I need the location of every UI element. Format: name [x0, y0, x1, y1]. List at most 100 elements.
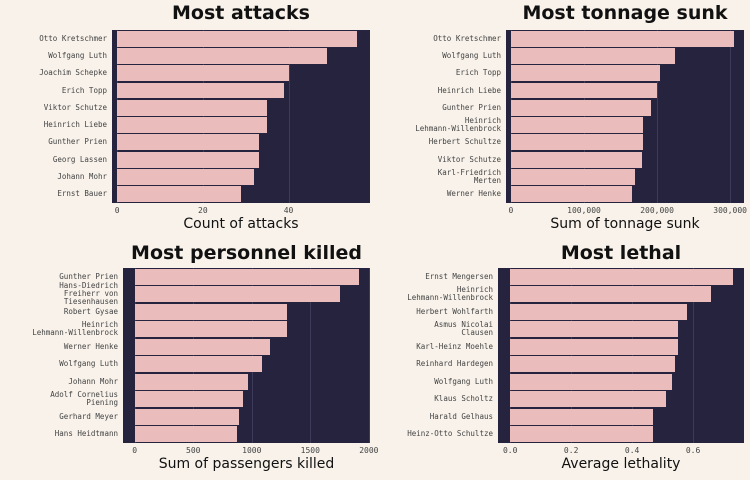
bar	[134, 408, 239, 425]
category-label: Gunther Prien	[48, 137, 107, 147]
grid-line	[584, 30, 586, 203]
x-tick-label: 0	[508, 206, 514, 215]
category-label: Joachim Schepke	[39, 68, 107, 78]
bar	[117, 134, 259, 151]
category-label: Wolfgang Luth	[59, 359, 118, 369]
x-tick-label: 0	[114, 206, 120, 215]
grid-line	[632, 268, 634, 443]
category-label: Herbert Schultze	[428, 137, 501, 147]
grid-line	[571, 268, 573, 443]
category-label: Asmus Nicolai Clausen	[434, 320, 493, 338]
x-tick-label: 100,000	[567, 206, 601, 215]
bar	[510, 30, 734, 47]
bar	[117, 186, 242, 203]
x-tick-label: 0.0	[502, 446, 518, 455]
grid-line	[510, 268, 512, 443]
bar	[510, 426, 654, 443]
plot-area	[123, 268, 370, 443]
bar	[510, 65, 660, 82]
bar	[117, 169, 255, 185]
bar	[510, 303, 687, 320]
category-label: Karl-Friedrich Merten	[437, 168, 501, 186]
bar	[134, 321, 287, 338]
chart-panel: Most tonnage sunk 0 100,000 200,000 300,000 S…	[375, 0, 749, 239]
grid-line	[510, 30, 512, 203]
category-label: Viktor Schutze	[43, 102, 107, 112]
category-label: Robert Gysae	[63, 306, 118, 316]
bar	[117, 82, 285, 99]
x-tick-label: 300,000	[713, 206, 747, 215]
category-label: Heinrich Lehmann-Willenbrock	[32, 320, 118, 338]
bar	[510, 117, 644, 134]
category-label: Werner Henke	[446, 189, 501, 199]
category-label: Johann Mohr	[57, 172, 107, 182]
x-tick-label: 40	[283, 206, 294, 215]
bar	[510, 391, 666, 408]
bar	[134, 268, 359, 285]
grid-line	[134, 268, 136, 443]
category-label: Otto Kretschmer	[433, 33, 501, 43]
category-label: Viktor Schutze	[437, 154, 501, 164]
category-label: Hans-Diedrich Freiherr von Tiesenhausen	[59, 281, 118, 307]
bar	[510, 356, 675, 373]
category-label: Johann Mohr	[68, 376, 118, 386]
grid-line	[693, 268, 695, 443]
grid-line	[193, 268, 195, 443]
plot-area	[506, 30, 744, 203]
bar	[510, 321, 678, 338]
x-axis-label: Sum of tonnage sunk	[550, 216, 700, 232]
category-label: Heinz-Otto Schultze	[407, 429, 493, 439]
category-label: Gunther Prien	[59, 271, 118, 281]
x-tick-label: 0.6	[685, 446, 701, 455]
chart-panel: Most personnel killed 0 500 1000 1500 2000 Sum…	[0, 240, 378, 479]
x-tick-label: 500	[186, 446, 201, 455]
grid-line	[251, 268, 253, 443]
grid-line	[288, 30, 290, 203]
chart-title: Most lethal	[560, 242, 682, 264]
bar	[510, 373, 672, 390]
chart-panel: Most lethal 0.0 0.2 0.4 0.6 Average lethality…	[375, 240, 749, 479]
bar	[134, 391, 243, 408]
bar	[510, 151, 642, 168]
x-tick-label: 1500	[300, 446, 320, 455]
category-label: Wolfgang Luth	[442, 50, 501, 60]
category-label: Georg Lassen	[52, 154, 107, 164]
bar	[510, 408, 654, 425]
grid-line	[117, 30, 119, 203]
bar	[510, 268, 733, 285]
category-label: Erich Topp	[455, 68, 501, 78]
bar	[134, 356, 262, 373]
x-tick-label: 0	[132, 446, 138, 455]
category-label: Klaus Scholtz	[434, 394, 493, 404]
bar	[117, 99, 268, 116]
chart-panel: Most attacks 0 20 40 Count of attacks Otto Kr…	[0, 0, 374, 239]
category-label: Adolf Cornelius Piening	[50, 390, 118, 408]
bar	[117, 117, 268, 134]
bar	[117, 65, 289, 82]
grid-line	[730, 30, 732, 203]
bar	[117, 47, 328, 64]
x-tick-label: 20	[198, 206, 208, 215]
bar	[510, 134, 644, 151]
bar	[510, 99, 652, 116]
category-label: Reinhard Hardegen	[416, 359, 493, 369]
bar	[134, 426, 237, 443]
grid-line	[657, 30, 659, 203]
bar	[117, 151, 259, 168]
chart-title: Most personnel killed	[131, 242, 362, 264]
category-label: Karl-Heinz Moehle	[416, 341, 493, 351]
category-label: Ernst Bauer	[57, 189, 107, 199]
bar	[117, 30, 358, 47]
bar	[134, 338, 270, 355]
plot-area	[498, 268, 744, 443]
bar	[510, 47, 676, 64]
x-axis-label: Average lethality	[561, 456, 681, 472]
grid-line	[368, 268, 370, 443]
category-label: Wolfgang Luth	[48, 50, 107, 60]
bar	[510, 286, 712, 303]
grid-line	[202, 30, 204, 203]
x-tick-label: 0.2	[563, 446, 579, 455]
x-tick-label: 0.4	[624, 446, 640, 455]
x-axis-label: Count of attacks	[183, 216, 299, 232]
x-tick-label: 200,000	[640, 206, 674, 215]
